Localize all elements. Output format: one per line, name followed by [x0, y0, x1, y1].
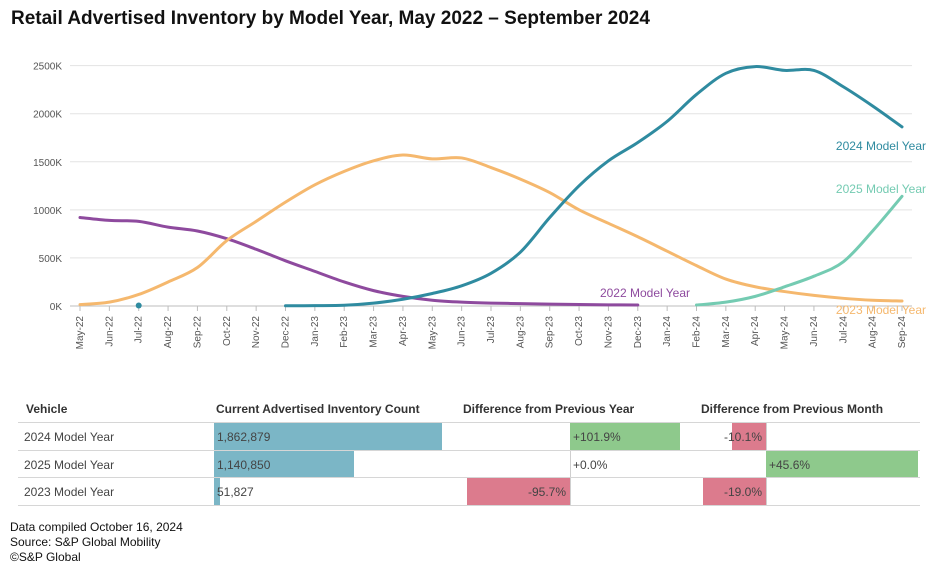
- series-line: [284, 65, 904, 308]
- vehicle-cell: 2023 Model Year: [24, 485, 115, 499]
- x-tick-label: Jun-24: [809, 316, 820, 347]
- mom-value: +45.6%: [769, 457, 811, 472]
- y-tick-label: 1000K: [33, 206, 62, 217]
- yoy-axis: [570, 478, 571, 505]
- x-tick-label: Jan-23: [310, 316, 321, 347]
- series-line: [78, 153, 904, 307]
- mom-axis: [766, 478, 767, 505]
- y-tick-label: 2000K: [33, 110, 62, 121]
- yoy-value: -95.7%: [527, 485, 566, 499]
- series-lines: [78, 65, 904, 309]
- x-tick-label: May-23: [427, 316, 438, 350]
- table-row: 2023 Model Year 51,827 -95.7% -19.0%: [18, 477, 920, 506]
- header-yoy: Difference from Previous Year: [463, 402, 635, 416]
- x-tick-label: Nov-22: [251, 316, 262, 349]
- x-tick-label: Oct-22: [222, 316, 233, 346]
- x-tick-label: Aug-24: [868, 316, 879, 349]
- header-count: Current Advertised Inventory Count: [216, 402, 420, 416]
- x-tick-label: Dec-22: [281, 316, 292, 349]
- series-point: [135, 302, 142, 309]
- x-tick-label: Sep-24: [897, 316, 908, 349]
- x-tick-label: Feb-23: [339, 316, 350, 348]
- header-mom: Difference from Previous Month: [701, 402, 884, 416]
- yoy-bar: [466, 478, 570, 505]
- mom-bar: [766, 450, 918, 478]
- yoy-axis: [570, 450, 571, 478]
- vehicle-cell: 2025 Model Year: [24, 457, 115, 472]
- yoy-value: +101.9%: [573, 430, 621, 444]
- series-label: 2022 Model Year: [600, 286, 690, 300]
- series-label: 2024 Model Year: [836, 139, 926, 153]
- count-bar: [214, 478, 221, 505]
- x-tick-label: Apr-23: [398, 316, 409, 346]
- series-line: [78, 216, 640, 307]
- x-tick-label: Feb-24: [692, 316, 703, 348]
- page-title: Retail Advertised Inventory by Model Yea…: [11, 8, 650, 29]
- x-tick-label: Aug-23: [515, 316, 526, 349]
- footer-source: Source: S&P Global Mobility: [10, 535, 161, 549]
- mom-bar: [732, 423, 766, 450]
- mom-value: -10.1%: [723, 430, 762, 444]
- line-chart: 0K 500K 1000K 1500K 2000K 2500K May-22 Jun-22 J…: [33, 62, 926, 350]
- x-tick-label: Mar-24: [721, 316, 732, 348]
- x-tick-label: Jun-22: [104, 316, 115, 347]
- count-value: 1,140,850: [217, 457, 271, 472]
- series-label: 2025 Model Year: [836, 182, 926, 196]
- x-tick-label: Oct-23: [574, 316, 585, 346]
- x-tick-label: Jun-23: [457, 316, 468, 347]
- y-tick-label: 2500K: [33, 62, 62, 73]
- x-tick-label: Jul-22: [134, 316, 145, 344]
- x-tick-label: May-24: [780, 316, 791, 350]
- mom-bar: [702, 478, 766, 505]
- y-tick-label: 500K: [39, 254, 63, 265]
- count-value: 1,862,879: [217, 430, 271, 444]
- vehicle-cell: 2024 Model Year: [24, 430, 115, 444]
- header-vehicle: Vehicle: [26, 402, 68, 416]
- x-tick-label: Aug-22: [163, 316, 174, 349]
- x-axis-ticks: May-22 Jun-22 Jul-22 Aug-22 Sep-22 Oct-22 Nov-…: [75, 306, 908, 349]
- x-tick-label: Jul-24: [838, 316, 849, 344]
- footer: Data compiled October 16, 2024 Source: S…: [10, 520, 183, 565]
- x-tick-label: Mar-23: [369, 316, 380, 348]
- yoy-value: +0.0%: [573, 457, 608, 472]
- y-tick-label: 1500K: [33, 158, 62, 169]
- x-tick-label: May-22: [75, 316, 86, 350]
- x-tick-label: Apr-24: [750, 316, 761, 346]
- x-tick-label: Jul-23: [486, 316, 497, 344]
- y-tick-label: 0K: [50, 302, 63, 313]
- x-tick-label: Sep-22: [192, 316, 203, 349]
- count-value: 51,827: [217, 485, 254, 499]
- footer-copyright: ©S&P Global: [10, 550, 81, 564]
- mom-value: -19.0%: [723, 485, 762, 499]
- series-labels: 2022 Model Year 2023 Model Year 2024 Model…: [600, 139, 926, 317]
- count-bar: [214, 423, 442, 450]
- series-label: 2023 Model Year: [836, 303, 926, 317]
- table-row: 2024 Model Year 1,862,879 +101.9% -10.1%: [18, 422, 920, 450]
- yoy-bar: [570, 423, 680, 450]
- table-header-row: Vehicle Current Advertised Inventory Cou…: [18, 396, 920, 422]
- x-tick-label: Dec-23: [633, 316, 644, 349]
- x-tick-label: Nov-23: [603, 316, 614, 349]
- series-line: [695, 194, 904, 307]
- x-tick-label: Sep-23: [545, 316, 556, 349]
- y-axis-ticks: 0K 500K 1000K 1500K 2000K 2500K: [33, 62, 62, 313]
- mom-axis: [766, 423, 767, 450]
- count-bar: [214, 450, 354, 478]
- table-row: 2025 Model Year 1,140,850 +0.0% +45.6%: [18, 449, 920, 478]
- x-tick-label: Jan-24: [662, 316, 673, 347]
- footer-compiled: Data compiled October 16, 2024: [10, 520, 183, 534]
